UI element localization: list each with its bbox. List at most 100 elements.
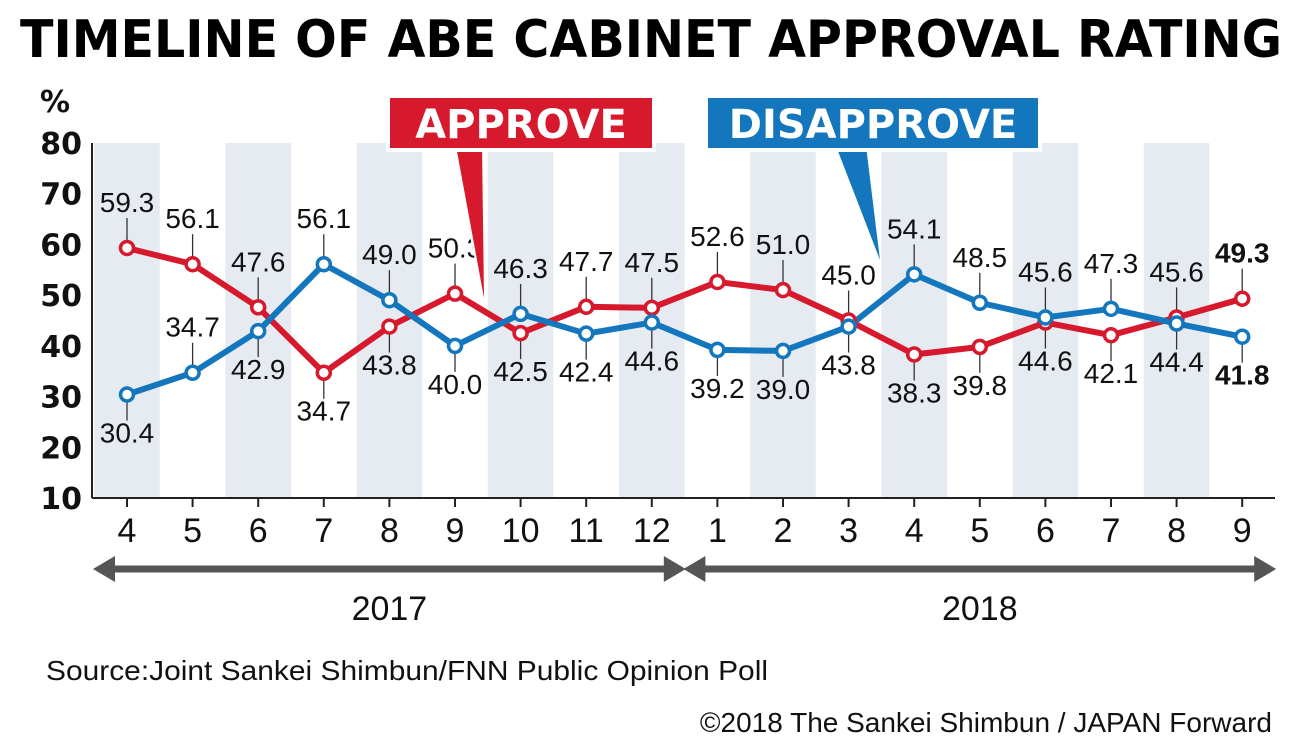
data-point-disapprove (118, 386, 136, 403)
legend: APPROVE DISAPPROVE (386, 94, 1042, 304)
x-tick-label: 1 (708, 512, 727, 550)
source-note: Source:Joint Sankei Shimbun/FNN Public O… (46, 655, 768, 686)
data-label-disapprove: 41.8 (1215, 360, 1270, 391)
data-label-approve: 52.6 (690, 221, 745, 252)
y-tick-label: 10 (40, 482, 82, 517)
chart-title: TIMELINE OF ABE CABINET APPROVAL RATING (20, 10, 1282, 70)
data-point-approve (905, 346, 923, 363)
data-label-disapprove: 44.6 (625, 346, 680, 377)
x-tick-label: 12 (633, 512, 671, 550)
series-line-approve (126, 245, 1244, 376)
data-point-disapprove (774, 342, 792, 360)
data-label-approve: 42.5 (493, 356, 548, 387)
data-point-approve (971, 338, 989, 356)
data-label-disapprove: 34.7 (165, 312, 220, 343)
data-label-approve: 38.3 (887, 377, 942, 408)
y-tick-label: 50 (40, 279, 82, 314)
x-tick-label: 4 (118, 512, 137, 550)
legend-label-disapprove: DISAPPROVE (729, 102, 1018, 148)
y-tick-label: 60 (40, 228, 82, 263)
y-tick-label: 80 (40, 127, 82, 162)
data-point-disapprove (709, 341, 726, 359)
year-arrow-head-left (93, 556, 115, 582)
y-tick-label: 40 (40, 330, 82, 365)
data-point-approve (184, 255, 201, 273)
data-point-approve (315, 364, 333, 381)
data-point-approve (1233, 290, 1251, 307)
data-point-approve (381, 318, 398, 335)
year-arrow-head-right (1254, 556, 1277, 582)
data-point-disapprove (1233, 328, 1251, 345)
month-band (225, 143, 291, 498)
data-label-disapprove: 42.4 (559, 357, 614, 388)
month-band (881, 143, 947, 498)
x-tick-label: 8 (1167, 512, 1186, 550)
data-point-disapprove (905, 266, 923, 283)
x-tick-label: 10 (502, 512, 540, 550)
x-tick-label: 7 (1102, 512, 1121, 550)
data-point-disapprove (971, 294, 989, 311)
data-label-disapprove: 49.0 (362, 239, 417, 270)
data-label-approve: 43.8 (362, 350, 417, 381)
data-point-disapprove (381, 291, 398, 309)
data-label-disapprove: 48.5 (953, 242, 1008, 273)
data-point-disapprove (184, 364, 201, 381)
data-point-disapprove (840, 318, 857, 335)
data-point-disapprove (249, 322, 267, 340)
data-point-approve (446, 285, 464, 302)
data-label-disapprove: 46.3 (493, 253, 548, 284)
data-point-approve (118, 239, 136, 257)
legend-label-approve: APPROVE (415, 102, 627, 148)
year-label: 2018 (942, 590, 1018, 628)
x-tick-label: 2 (774, 512, 793, 550)
data-label-approve: 56.1 (165, 203, 220, 234)
x-tick-label: 11 (569, 512, 604, 550)
x-tick-label: 8 (380, 512, 399, 550)
data-point-approve (1102, 326, 1120, 344)
year-arrow-head-right (663, 556, 686, 582)
copyright-note: ©2018 The Sankei Shimbun / JAPAN Forward (700, 707, 1272, 738)
x-tick-label: 3 (839, 512, 858, 550)
data-label-approve: 34.7 (297, 396, 352, 427)
data-label-disapprove: 42.9 (231, 354, 286, 385)
x-tick-label: 5 (183, 512, 202, 550)
month-band (94, 143, 160, 498)
data-label-disapprove: 39.0 (756, 374, 811, 405)
data-label-approve: 39.8 (953, 370, 1008, 401)
data-point-approve (577, 298, 595, 316)
data-label-disapprove: 54.1 (887, 213, 942, 244)
data-point-approve (774, 281, 792, 299)
year-arrow-head-left (683, 556, 706, 582)
legend-pointer (456, 146, 484, 298)
series-lines (126, 245, 1244, 398)
year-arrows: 2017 2018 (93, 556, 1277, 628)
y-unit-label: % (40, 85, 70, 120)
y-tick-label: 20 (40, 431, 82, 466)
x-tick-label: 6 (1036, 512, 1055, 550)
data-label-disapprove: 39.2 (690, 373, 745, 404)
series-line-disapprove (126, 261, 1243, 398)
data-point-approve (512, 324, 529, 342)
data-labels: 59.356.147.634.743.850.342.547.7 47.552.6… (100, 187, 1270, 449)
data-label-approve: 45.6 (1149, 256, 1204, 287)
y-tick-label: 70 (40, 178, 82, 213)
data-point-disapprove (512, 305, 529, 323)
data-point-disapprove (1037, 309, 1054, 326)
data-point-disapprove (1102, 300, 1120, 318)
legend-pointer (836, 146, 880, 260)
x-tick-label: 6 (249, 512, 268, 550)
legend-box-approve (390, 98, 652, 148)
data-point-approve (249, 299, 267, 316)
data-point-disapprove (577, 325, 595, 342)
data-point-disapprove (643, 314, 661, 331)
data-label-approve: 44.6 (1018, 346, 1073, 377)
month-band (750, 143, 816, 498)
data-label-disapprove: 44.4 (1149, 347, 1204, 378)
data-label-approve: 42.1 (1084, 358, 1139, 389)
data-label-disapprove: 56.1 (297, 203, 352, 234)
x-tick-label: 7 (314, 512, 333, 550)
data-point-disapprove (1168, 315, 1185, 332)
series-points (118, 239, 1251, 403)
